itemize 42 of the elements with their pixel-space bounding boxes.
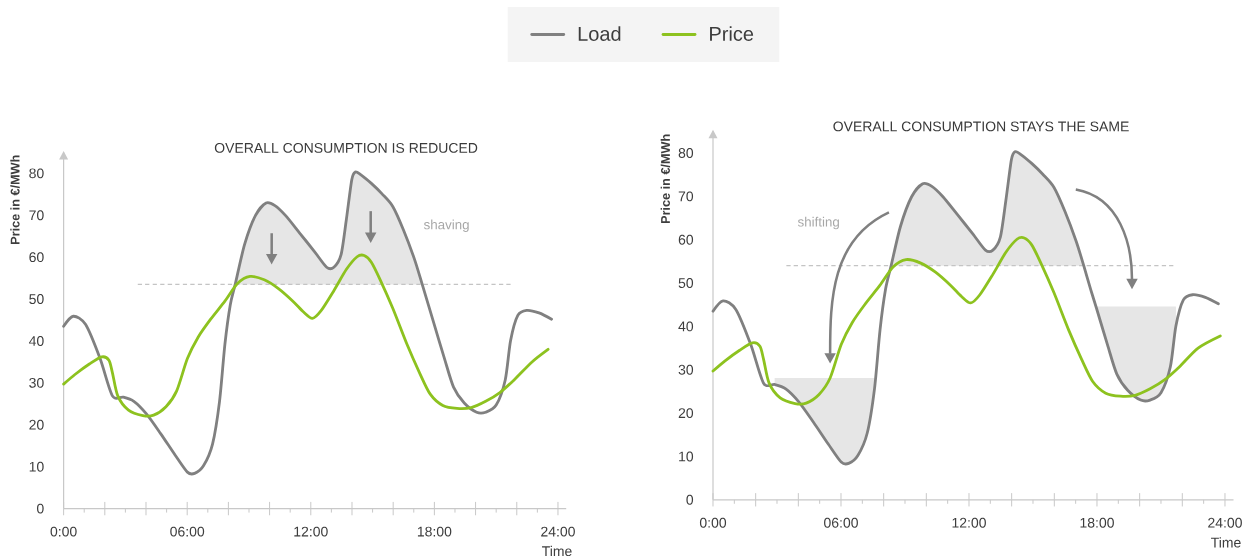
x-tick-label: 24:00 [1208, 517, 1242, 528]
x-tick-label: 0:00 [50, 526, 77, 537]
legend-label: Load [578, 26, 621, 41]
y-tick-label: 30 [29, 377, 44, 388]
y-tick-label: 80 [678, 148, 694, 158]
line-series [62, 253, 550, 418]
legend-label: Price [710, 26, 754, 41]
y-tick-label: 30 [678, 364, 694, 375]
annotation: shaving [423, 219, 469, 232]
x-tick-label: 06:00 [824, 517, 858, 528]
chart-title: OVERALL CONSUMPTION STAYS THE SAME [833, 121, 1129, 132]
y-tick-label: 60 [678, 234, 694, 245]
y-tick-label: 70 [29, 210, 44, 221]
y-tick-label: 20 [29, 419, 44, 430]
line-series [711, 150, 1220, 465]
x-tick-label: 24:00 [541, 526, 575, 537]
y-tick-label: 40 [28, 336, 44, 346]
y-tick-label: 40 [678, 321, 694, 332]
line-series [711, 236, 1222, 406]
y-tick-label: 50 [29, 294, 44, 305]
y-tick-label: 10 [679, 451, 694, 462]
x-tick-label: 18:00 [417, 526, 452, 537]
y-tick-label: 20 [678, 408, 694, 419]
chart-title: OVERALL CONSUMPTION IS REDUCED [214, 142, 478, 153]
y-axis-title: Price in €/MWh [660, 134, 671, 224]
x-tick-label: 18:00 [1080, 517, 1114, 528]
y-axis-title: Price in €/MWh [10, 155, 20, 244]
y-tick-label: 0 [36, 503, 44, 514]
y-tick-label: 0 [686, 494, 694, 505]
x-tick-label: 0:00 [699, 517, 727, 528]
y-tick-label: 10 [29, 461, 44, 472]
y-tick-label: 70 [678, 191, 694, 202]
y-tick-label: 50 [678, 278, 694, 288]
line-series [62, 170, 553, 475]
x-axis-title: Time [542, 545, 572, 557]
x-axis-title: Time [1211, 537, 1241, 548]
y-tick-label: 60 [29, 252, 44, 263]
x-tick-label: 06:00 [170, 526, 205, 537]
x-tick-label: 12:00 [294, 526, 328, 537]
x-tick-label: 12:00 [952, 517, 986, 528]
annotation: shifting [797, 216, 839, 230]
y-tick-label: 80 [29, 168, 44, 179]
